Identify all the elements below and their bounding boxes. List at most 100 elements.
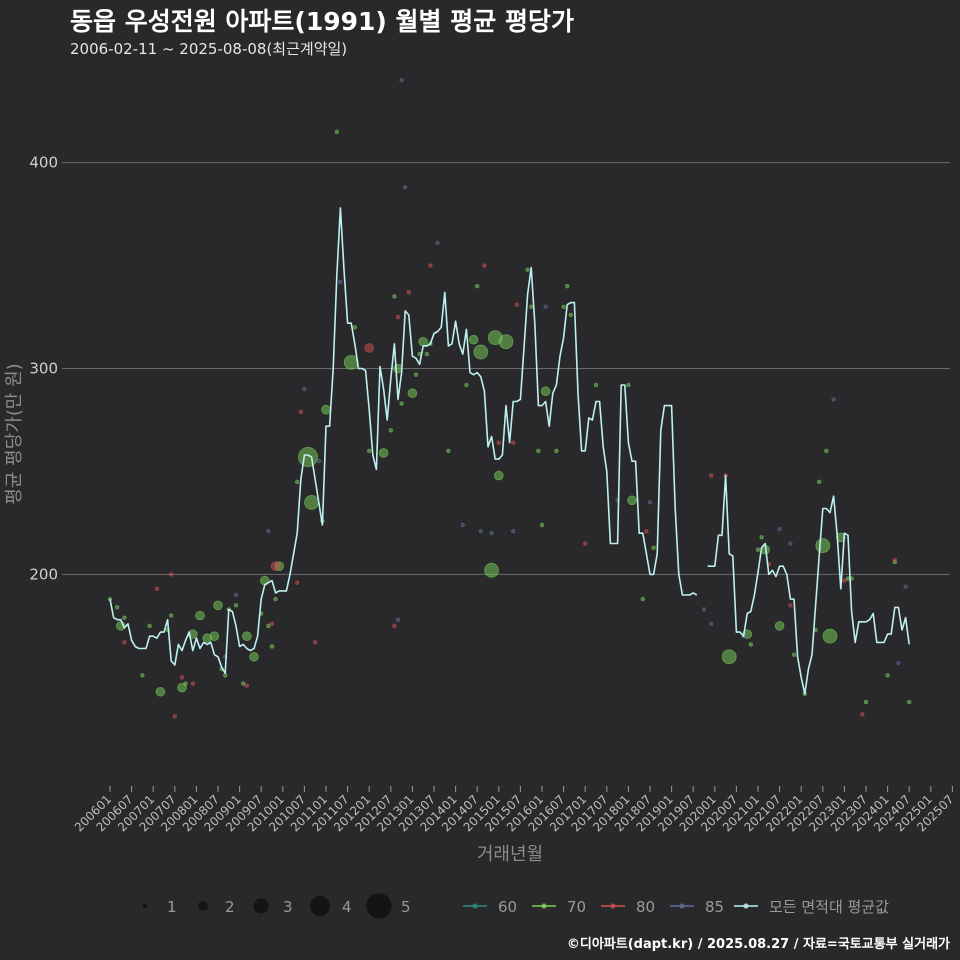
- legend-size-dot: [198, 901, 208, 911]
- point-70: [493, 470, 504, 481]
- point-70: [907, 699, 912, 705]
- point-70: [540, 386, 551, 396]
- point-70: [815, 538, 831, 553]
- legend-color-dot: [541, 903, 547, 909]
- point-80: [190, 681, 195, 686]
- point-70: [177, 682, 187, 693]
- legend-color-dot: [610, 903, 616, 909]
- x-axis-label: 거래년월: [477, 844, 543, 865]
- point-70: [498, 334, 514, 350]
- legend-color-dot: [472, 903, 478, 909]
- point-70: [269, 644, 275, 649]
- point-80: [392, 623, 397, 629]
- y-tick-label: 400: [29, 154, 58, 172]
- legend-color-label: 모든 면적대 평균값: [769, 898, 889, 916]
- point-70: [721, 649, 737, 665]
- point-70: [755, 547, 761, 552]
- point-70: [240, 681, 246, 686]
- point-70: [565, 283, 570, 289]
- legend-size-label: 5: [401, 898, 411, 916]
- point-70: [475, 283, 480, 289]
- y-tick-label: 300: [29, 360, 58, 378]
- point-85: [543, 304, 548, 309]
- point-70: [367, 448, 372, 454]
- point-70: [155, 686, 166, 697]
- x-axis-ticks: 2006012006072007012007072008012008072009…: [72, 786, 957, 835]
- legend-size-label: 3: [283, 898, 293, 916]
- point-70: [759, 535, 764, 540]
- point-85: [395, 617, 401, 622]
- point-85: [478, 528, 483, 534]
- point-70: [627, 495, 637, 506]
- point-70: [529, 304, 534, 309]
- point-70: [249, 651, 259, 662]
- scatter-points: [107, 78, 912, 719]
- point-80: [244, 683, 249, 688]
- legend-color-label: 80: [636, 898, 655, 916]
- point-70: [418, 336, 429, 347]
- point-70: [209, 631, 220, 641]
- point-80: [860, 712, 865, 717]
- average-line-segment: [707, 474, 910, 695]
- legend-size-dot: [142, 903, 148, 909]
- point-80: [514, 302, 519, 307]
- point-85: [511, 528, 516, 534]
- point-80: [892, 557, 897, 563]
- source-credit: ©디아파트(dapt.kr) / 2025.08.27 / 자료=국토교통부 실…: [566, 937, 950, 952]
- y-axis-label: 평균 평당가(만 원): [4, 363, 25, 504]
- legend: 1 2 3 4 5 60 70 80 85 모든 면적대 평균값: [142, 893, 889, 919]
- point-70: [266, 623, 271, 629]
- legend-size-dot: [309, 895, 331, 917]
- point-70: [835, 532, 846, 543]
- point-80: [364, 343, 375, 353]
- point-85: [266, 528, 271, 534]
- legend-color-label: 85: [705, 898, 724, 916]
- point-80: [644, 528, 649, 534]
- point-70: [140, 673, 145, 678]
- point-70: [222, 673, 228, 678]
- page-title: 동읍 우성전원 아파트(1991) 월별 평균 평당가: [70, 7, 574, 36]
- legend-size-label: 1: [167, 898, 177, 916]
- point-70: [183, 681, 188, 686]
- point-70: [392, 294, 397, 299]
- point-80: [842, 578, 847, 583]
- point-70: [295, 479, 300, 484]
- point-70: [554, 448, 559, 454]
- point-70: [334, 129, 339, 134]
- point-70: [525, 267, 530, 272]
- point-85: [435, 240, 440, 246]
- point-70: [473, 344, 489, 360]
- y-tick-label: 200: [29, 565, 58, 583]
- point-70: [195, 610, 205, 621]
- point-85: [302, 386, 307, 392]
- legend-color-label: 70: [567, 898, 586, 916]
- point-80: [269, 621, 275, 627]
- point-80: [154, 586, 159, 592]
- point-70: [568, 312, 573, 318]
- point-85: [399, 78, 404, 83]
- point-70: [407, 388, 418, 399]
- point-80: [172, 714, 177, 719]
- point-70: [824, 448, 829, 454]
- point-85: [647, 500, 653, 505]
- point-80: [313, 640, 318, 645]
- point-80: [295, 580, 300, 585]
- point-70: [539, 522, 545, 528]
- point-80: [298, 409, 303, 414]
- legend-size-dot: [366, 893, 392, 919]
- point-85: [777, 526, 782, 532]
- point-70: [561, 304, 566, 309]
- point-85: [460, 522, 465, 528]
- point-80: [395, 314, 401, 320]
- point-80: [428, 263, 433, 268]
- point-70: [774, 621, 785, 631]
- point-70: [413, 372, 419, 377]
- point-70: [388, 428, 393, 433]
- legend-color-dot: [743, 903, 749, 909]
- legend-color-label: 60: [498, 898, 517, 916]
- point-70: [378, 448, 389, 458]
- point-85: [831, 397, 836, 402]
- point-70: [168, 613, 174, 618]
- point-70: [748, 642, 753, 647]
